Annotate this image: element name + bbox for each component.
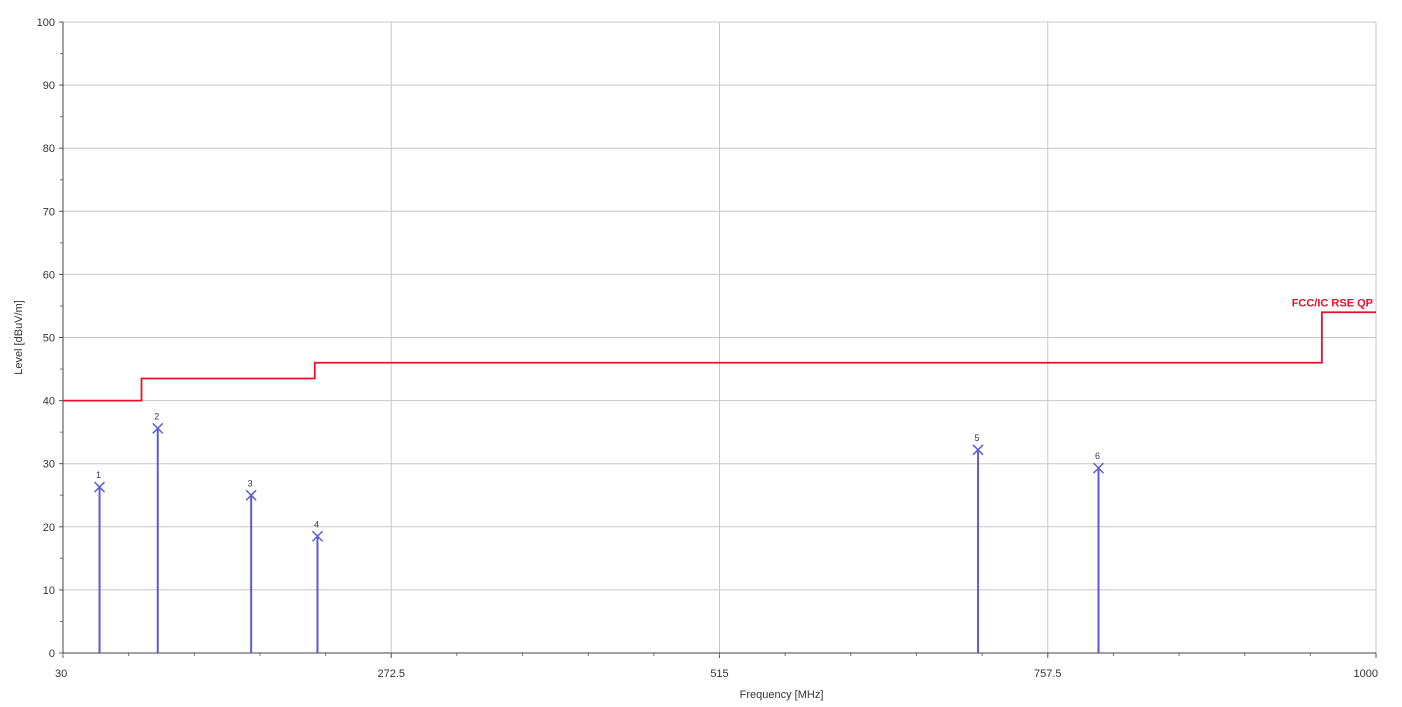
y-tick-label: 20 — [43, 522, 55, 534]
marker-cross — [94, 481, 106, 493]
marker-cross-stroke — [94, 481, 106, 493]
marker-layer — [94, 422, 1105, 653]
marker-cross — [152, 422, 164, 434]
y-tick-label: 80 — [43, 143, 55, 155]
axes-layer — [59, 21, 1377, 658]
x-tick-label: 272.5 — [377, 668, 405, 680]
x-tick-label: 1000 — [1354, 668, 1378, 680]
marker-label: 4 — [314, 519, 319, 529]
x-tick-label: 757.5 — [1034, 668, 1062, 680]
x-tick-label: 515 — [710, 668, 728, 680]
marker-cross-stroke — [311, 530, 324, 542]
marker-cross — [972, 444, 984, 456]
marker-label: 5 — [975, 433, 980, 443]
y-axis-title: Level [dBuV/m] — [13, 300, 25, 375]
y-tick-label: 30 — [43, 459, 55, 471]
y-tick-label: 40 — [43, 396, 55, 408]
limit-line-label: FCC/IC RSE QP — [1292, 297, 1373, 309]
marker-label: 6 — [1095, 451, 1100, 461]
marker-cross-stroke — [1092, 462, 1105, 474]
x-axis-title: Frequency [MHz] — [740, 689, 824, 701]
marker-label: 2 — [154, 411, 159, 421]
y-tick-label: 100 — [37, 17, 55, 29]
label-layer: 0 10 20 30 40 50 60 70 80 90 100 30 272.5 515 757.5 100… — [13, 17, 1378, 701]
limit-layer — [63, 311, 1376, 402]
marker-label: 3 — [248, 478, 253, 488]
y-tick-label: 70 — [43, 206, 55, 218]
y-tick-label: 10 — [43, 585, 55, 597]
y-tick-label: 60 — [43, 269, 55, 281]
y-tick-label: 90 — [43, 80, 55, 92]
marker-cross-stroke — [245, 489, 257, 501]
y-tick-label: 0 — [49, 648, 55, 660]
grid-layer — [62, 21, 1377, 654]
marker-cross — [311, 530, 324, 542]
limit-line — [63, 311, 1376, 402]
marker-cross-stroke — [152, 422, 164, 434]
marker-cross — [1092, 462, 1105, 474]
x-tick-label: 30 — [55, 668, 67, 680]
marker-cross-stroke — [972, 444, 984, 456]
y-tick-label: 50 — [43, 333, 55, 345]
marker-cross — [245, 489, 257, 501]
marker-label: 1 — [96, 470, 101, 480]
